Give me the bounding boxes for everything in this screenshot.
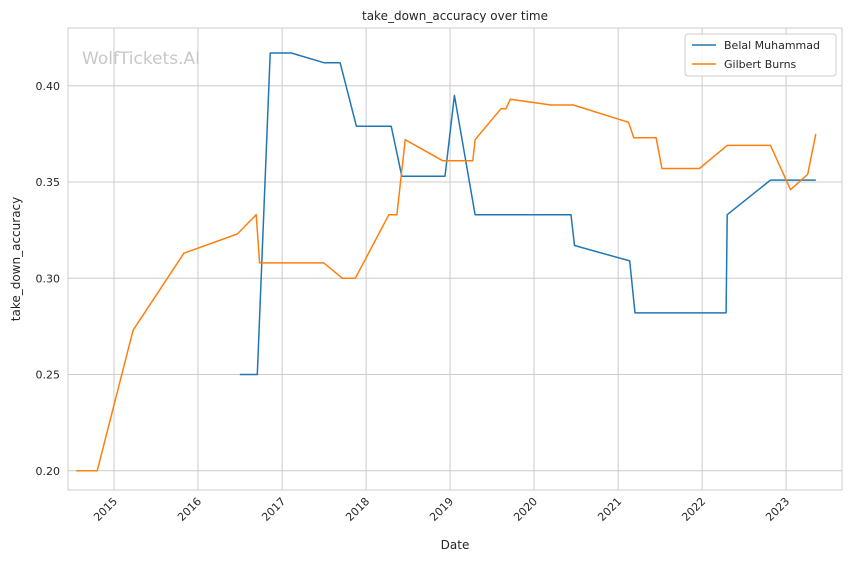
series-line-belal-muhammad — [239, 52, 816, 376]
y-tick-label: 0.30 — [36, 272, 61, 285]
y-tick-label: 0.20 — [36, 465, 61, 478]
watermark-text: WolfTickets.AI — [82, 49, 200, 69]
series-line-gilbert-burns — [76, 98, 817, 472]
plot-frame — [67, 27, 843, 491]
legend-label: Belal Muhammad — [724, 39, 820, 52]
series-lines — [76, 52, 817, 472]
y-axis-label: take_down_accuracy — [9, 197, 23, 321]
y-axis-ticks: 0.20 0.25 0.30 0.35 0.40 — [36, 80, 61, 478]
legend-label: Gilbert Burns — [724, 58, 797, 71]
y-tick-label: 0.40 — [36, 80, 61, 93]
legend-box — [684, 33, 837, 77]
plot-border — [67, 27, 843, 491]
plot-area — [68, 28, 842, 490]
grid-lines — [68, 28, 842, 490]
chart-title: take_down_accuracy over time — [362, 9, 548, 23]
y-tick-label: 0.25 — [36, 369, 61, 382]
y-tick-label: 0.35 — [36, 176, 61, 189]
legend: Belal Muhammad Gilbert Burns — [684, 33, 837, 77]
x-axis-label: Date — [441, 538, 470, 552]
